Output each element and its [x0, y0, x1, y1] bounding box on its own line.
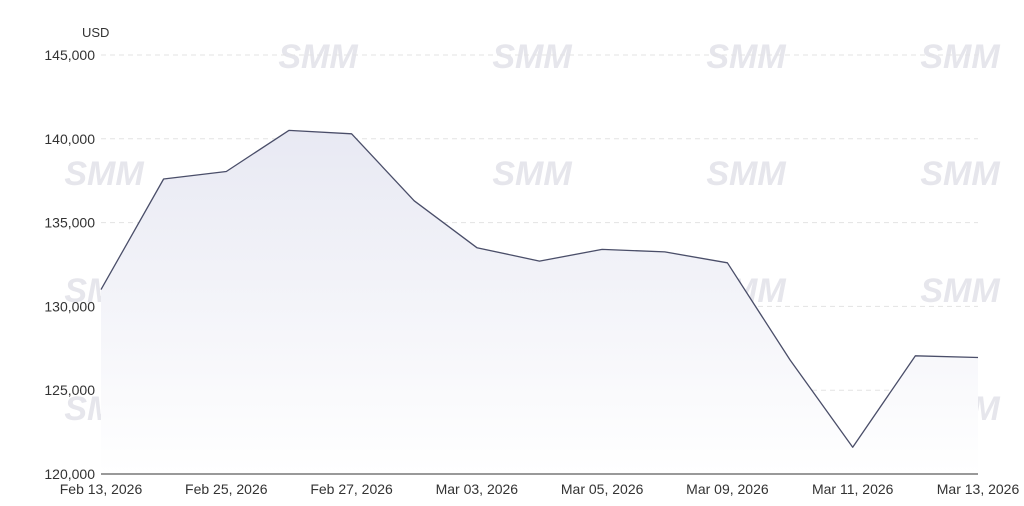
- watermark-logo: SMM: [920, 272, 1000, 310]
- y-tick-label: 135,000: [44, 215, 95, 231]
- x-tick-label: Feb 25, 2026: [185, 481, 268, 497]
- x-tick-label: Mar 13, 2026: [937, 481, 1020, 497]
- area-layer: [101, 130, 978, 474]
- watermark-logo: SMM: [920, 38, 1000, 76]
- line-layer: [100, 129, 979, 448]
- x-tick-label: Mar 05, 2026: [561, 481, 644, 497]
- x-tick-label: Feb 27, 2026: [310, 481, 393, 497]
- x-tick-label: Mar 11, 2026: [812, 481, 894, 497]
- x-tick-label: Mar 03, 2026: [436, 481, 519, 497]
- area-fill: [101, 130, 978, 474]
- watermark-logo: SMM: [492, 38, 572, 76]
- y-tick-label: 130,000: [44, 298, 95, 314]
- watermark-logo: SMM: [920, 155, 1000, 193]
- y-axis-unit-label: USD: [82, 25, 109, 40]
- y-tick-label: 125,000: [44, 382, 95, 398]
- y-tick-label: 120,000: [44, 466, 95, 482]
- axis-layer: 120,000 125,000 130,000 135,000 140,000 145,0…: [44, 47, 1019, 497]
- watermark-logo: SMM: [492, 155, 572, 193]
- x-tick-label: Feb 13, 2026: [60, 481, 143, 497]
- watermark-logo: SMM: [706, 38, 786, 76]
- watermark-logo: SMM: [64, 155, 144, 193]
- y-tick-label: 145,000: [44, 47, 95, 63]
- watermark-logo: SMM: [706, 155, 786, 193]
- x-tick-label: Mar 09, 2026: [686, 481, 769, 497]
- watermark-logo: SMM: [278, 38, 358, 76]
- y-tick-label: 140,000: [44, 131, 95, 147]
